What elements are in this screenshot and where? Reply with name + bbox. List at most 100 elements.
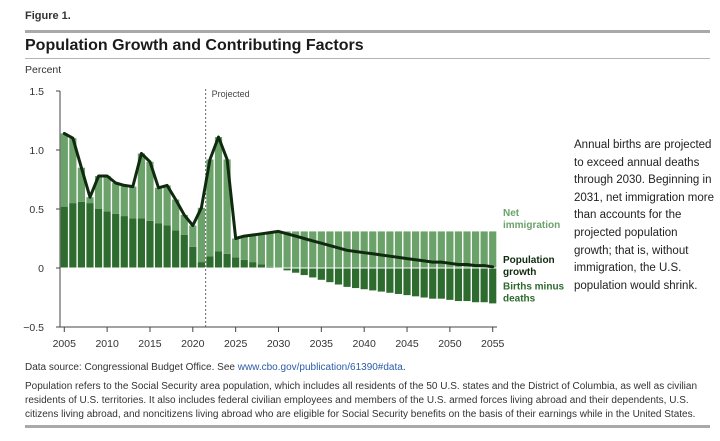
bar-net-immigration-2030: [274, 231, 283, 268]
bar-net-immigration-2022: [206, 159, 214, 257]
bar-births-minus-deaths-2018: [172, 230, 180, 268]
bar-net-immigration-2053: [471, 231, 480, 268]
bar-births-minus-deaths-2017: [163, 225, 171, 268]
bar-births-minus-deaths-2021: [197, 262, 205, 268]
legend-births-minus-deaths-line-1: deaths: [503, 293, 536, 304]
bar-net-immigration-2007: [77, 167, 86, 202]
bar-births-minus-deaths-2050: [446, 268, 454, 300]
x-tick-label: 2040: [353, 338, 377, 350]
bar-births-minus-deaths-2054: [480, 268, 488, 303]
bar-births-minus-deaths-2044: [394, 268, 403, 294]
y-axis-unit-label: Percent: [25, 64, 62, 76]
bar-births-minus-deaths-2053: [471, 268, 480, 303]
bar-net-immigration-2017: [163, 185, 171, 226]
y-tick-label: 1.5: [29, 86, 44, 98]
x-tick-label: 2010: [95, 338, 119, 350]
y-tick-label: −0.5: [23, 322, 44, 334]
bar-net-immigration-2043: [386, 231, 394, 268]
bar-births-minus-deaths-2029: [266, 266, 274, 268]
x-tick-label: 2025: [224, 338, 248, 350]
bar-net-immigration-2026: [240, 236, 248, 260]
bar-births-minus-deaths-2042: [377, 268, 385, 292]
bar-births-minus-deaths-2046: [411, 268, 420, 297]
bar-net-immigration-2018: [172, 199, 180, 231]
bar-births-minus-deaths-2045: [403, 268, 411, 296]
source-suffix: .: [402, 362, 406, 373]
bars-group: [60, 133, 497, 304]
bar-births-minus-deaths-2035: [317, 268, 325, 280]
bar-births-minus-deaths-2051: [454, 268, 463, 302]
population-growth-group: [62, 132, 495, 269]
bar-births-minus-deaths-2043: [386, 268, 394, 293]
annotation-text: Annual births are projected to exceed an…: [574, 139, 714, 292]
legend-population-growth-line-0: Population: [503, 255, 555, 266]
bar-births-minus-deaths-2048: [429, 268, 437, 299]
bar-net-immigration-2009: [94, 175, 103, 209]
bar-net-immigration-2019: [180, 214, 188, 235]
bar-births-minus-deaths-2031: [283, 268, 291, 271]
bar-births-minus-deaths-2015: [146, 220, 154, 268]
bar-births-minus-deaths-2005: [60, 206, 68, 268]
x-tick-label: 2015: [138, 338, 162, 350]
bar-net-immigration-2046: [411, 231, 420, 268]
bar-net-immigration-2034: [309, 231, 317, 268]
y-tick-label: 0: [38, 263, 44, 275]
title-rule: [25, 58, 710, 59]
top-rule: [25, 30, 710, 33]
bar-births-minus-deaths-2052: [463, 268, 471, 302]
x-tick-label: 2020: [181, 338, 205, 350]
bar-net-immigration-2015: [146, 161, 154, 221]
bar-births-minus-deaths-2007: [77, 201, 86, 268]
bar-births-minus-deaths-2037: [334, 268, 343, 285]
bar-births-minus-deaths-2047: [420, 268, 428, 298]
bar-births-minus-deaths-2006: [69, 203, 77, 268]
footnote: Population refers to the Social Security…: [25, 381, 698, 420]
bar-births-minus-deaths-2010: [103, 211, 111, 268]
source-link[interactable]: www.cbo.gov/publication/61390#data: [237, 362, 403, 373]
bar-net-immigration-2052: [463, 231, 471, 268]
bar-births-minus-deaths-2024: [223, 253, 231, 268]
bottom-rule: [25, 425, 710, 428]
x-tick-label: 2050: [438, 338, 462, 350]
x-tick-label: 2055: [481, 338, 505, 350]
bar-net-immigration-2054: [480, 231, 488, 268]
bar-births-minus-deaths-2026: [240, 259, 248, 268]
bar-net-immigration-2045: [403, 231, 411, 268]
bar-births-minus-deaths-2038: [343, 268, 351, 287]
bar-births-minus-deaths-2033: [300, 268, 308, 276]
bar-net-immigration-2012: [120, 185, 128, 217]
bar-net-immigration-2006: [69, 138, 77, 204]
bar-net-immigration-2008: [86, 197, 94, 204]
bar-net-immigration-2029: [266, 232, 274, 267]
x-tick-label: 2045: [395, 338, 419, 350]
bar-births-minus-deaths-2019: [180, 234, 188, 268]
bar-births-minus-deaths-2049: [437, 268, 445, 299]
bar-net-immigration-2050: [446, 231, 454, 268]
bar-net-immigration-2040: [360, 231, 368, 268]
bar-net-immigration-2047: [420, 231, 428, 268]
bar-net-immigration-2020: [189, 225, 197, 247]
bar-net-immigration-2041: [369, 231, 377, 268]
bar-births-minus-deaths-2028: [257, 264, 265, 268]
bar-net-immigration-2027: [249, 234, 257, 263]
bar-net-immigration-2036: [326, 231, 334, 268]
bar-net-immigration-2044: [394, 231, 403, 268]
bar-births-minus-deaths-2008: [86, 203, 94, 268]
bar-net-immigration-2048: [429, 231, 437, 268]
bar-births-minus-deaths-2009: [94, 209, 103, 268]
projected-label: Projected: [212, 89, 250, 99]
source-prefix: Data source: Congressional Budget Office…: [25, 362, 238, 373]
x-tick-label: 2005: [53, 338, 77, 350]
bar-births-minus-deaths-2032: [292, 268, 300, 273]
bar-births-minus-deaths-2034: [309, 268, 317, 278]
bar-net-immigration-2016: [154, 187, 163, 224]
bar-net-immigration-2031: [283, 231, 291, 268]
bar-births-minus-deaths-2014: [137, 218, 146, 268]
bar-births-minus-deaths-2016: [154, 223, 163, 268]
bar-net-immigration-2005: [60, 133, 68, 207]
bar-births-minus-deaths-2011: [112, 213, 120, 268]
bar-births-minus-deaths-2022: [206, 256, 214, 268]
bar-net-immigration-2051: [454, 231, 463, 268]
bar-net-immigration-2010: [103, 175, 111, 212]
